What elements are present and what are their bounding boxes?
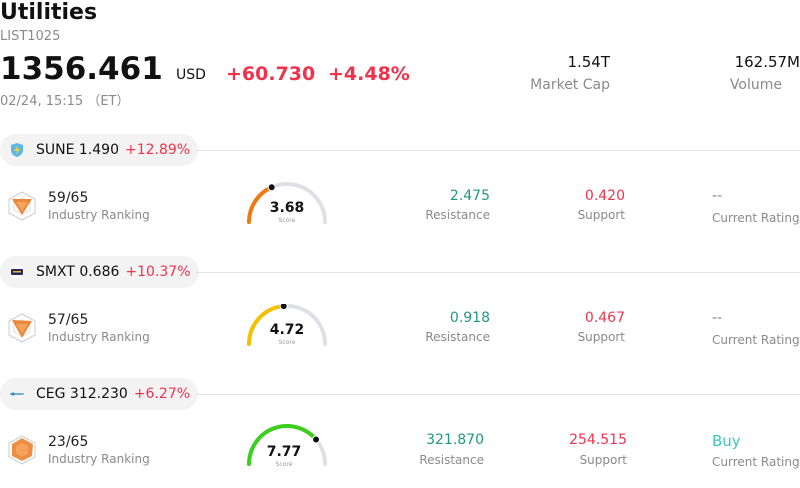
score-gauge-fill [247, 424, 319, 466]
support-value: 0.420 [584, 188, 625, 204]
currency-label: USD [176, 67, 206, 83]
score-value: 4.72 [269, 322, 305, 338]
score-label: Score [275, 461, 293, 468]
score-gauge-knob [267, 183, 276, 192]
support-label: Support [577, 330, 625, 344]
index-code: LIST1025 [0, 29, 61, 44]
support-label: Support [577, 208, 625, 222]
stock-pill-sune[interactable]: SUNE 1.490 +12.89% [0, 134, 199, 166]
lightning-shield-icon [8, 141, 26, 159]
stock-ticker-price: SUNE 1.490 [36, 142, 119, 158]
score-label: Score [278, 217, 296, 224]
resistance-value: 0.918 [449, 310, 490, 326]
index-price: 1356.461 [0, 51, 163, 87]
resistance-value: 321.870 [426, 432, 484, 448]
timestamp: 02/24, 15:15 （ET） [0, 94, 130, 109]
stock-change-percent: +10.37% [125, 264, 191, 280]
current-rating-label: Current Rating [712, 333, 800, 347]
ranking-radar-icon [8, 435, 36, 465]
market-cap-value: 1.54T [567, 53, 610, 71]
stock-pill-ceg[interactable]: CEG 312.230 +6.27% [0, 378, 199, 410]
stock-ticker-price: CEG 312.230 [36, 386, 128, 402]
support-label: Support [579, 453, 627, 467]
stock-pill-smxt[interactable]: SMXT 0.686 +10.37% [0, 256, 199, 288]
current-rating-label: Current Rating [712, 211, 800, 225]
stock-ticker-price: SMXT 0.686 [36, 264, 120, 280]
resistance-label: Resistance [425, 330, 490, 344]
score-gauge-knob [279, 304, 288, 311]
volume-label: Volume [729, 77, 782, 93]
industry-rank-label: Industry Ranking [48, 452, 150, 466]
score-gauge-fill [247, 185, 274, 224]
resistance-label: Resistance [419, 453, 484, 467]
score-value: 3.68 [269, 200, 305, 216]
market-cap-label: Market Cap [530, 77, 610, 93]
industry-rank-label: Industry Ranking [48, 208, 150, 222]
divider [196, 150, 800, 151]
volume-value: 162.57M [734, 53, 800, 71]
ranking-radar-icon [8, 313, 36, 343]
industry-rank-label: Industry Ranking [48, 330, 150, 344]
industry-rank-value: 23/65 [48, 434, 89, 450]
resistance-value: 2.475 [449, 188, 490, 204]
page-title: Utilities [0, 0, 98, 25]
smxt-logo-icon [8, 263, 26, 281]
ranking-radar-icon [8, 191, 36, 221]
resistance-label: Resistance [425, 208, 490, 222]
score-gauge-fill [247, 304, 286, 346]
industry-rank-value: 59/65 [48, 190, 89, 206]
price-change-percent: +4.48% [328, 63, 410, 85]
current-rating-label: Current Rating [712, 455, 800, 469]
constellation-logo-icon [8, 385, 26, 403]
current-rating-value: Buy [712, 432, 741, 450]
score-gauge [247, 304, 327, 346]
stock-change-percent: +6.27% [133, 386, 191, 402]
support-value: 0.467 [584, 310, 625, 326]
support-value: 254.515 [569, 432, 627, 448]
score-gauge [247, 182, 327, 224]
stock-change-percent: +12.89% [124, 142, 191, 158]
score-gauge-knob [312, 435, 321, 444]
divider [196, 394, 800, 395]
price-change: +60.730 [226, 63, 316, 85]
current-rating-value: -- [712, 188, 723, 204]
score-value: 7.77 [266, 444, 302, 460]
industry-rank-value: 57/65 [48, 312, 89, 328]
divider [196, 272, 800, 273]
score-label: Score [278, 339, 296, 346]
current-rating-value: -- [712, 310, 723, 326]
score-gauge [247, 424, 327, 466]
